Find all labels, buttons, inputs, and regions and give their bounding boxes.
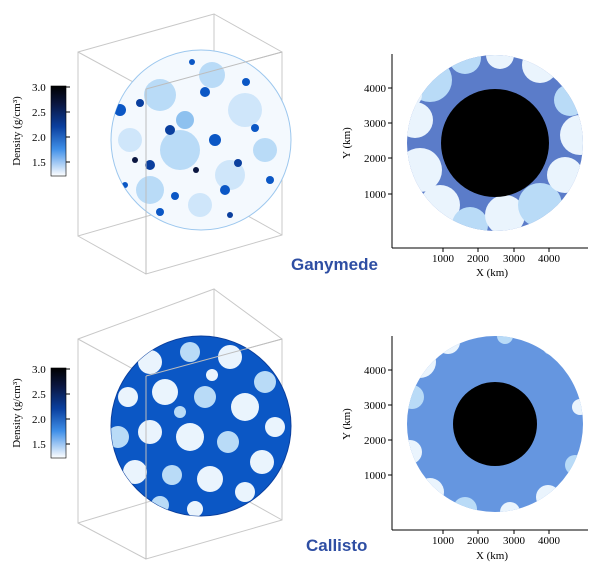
y-tick: 1000 [364,470,387,482]
ganymede-figure: 3.0 2.5 2.0 1.5 Density (g/cm³) [11,13,588,279]
colorbar-tick: 1.5 [32,157,46,169]
callisto-core [453,382,537,466]
callisto-colorbar: 3.0 2.5 2.0 1.5 Density (g/cm³) [11,364,70,459]
ganymede-panel: 3.0 2.5 2.0 1.5 Density (g/cm³) [11,13,588,279]
colorbar-tick: 3.0 [32,82,46,94]
ganymede-density-sphere [110,49,292,231]
callisto-3d-box-front [145,338,283,559]
colorbar-tick: 3.0 [32,364,46,376]
colorbar-tick: 2.0 [32,132,46,144]
colorbar-label: Density (g/cm³) [11,96,23,166]
y-tick: 3000 [364,400,387,412]
x-axis-label: X (km) [476,267,508,279]
x-tick: 4000 [538,253,561,265]
x-tick: 1000 [432,535,455,547]
x-tick: 4000 [538,535,561,547]
callisto-cross-section: 1000 2000 3000 4000 1000 2000 3000 4000 … [341,336,588,562]
y-tick: 2000 [364,153,387,165]
colorbar-tick: 2.5 [32,107,46,119]
ganymede-cross-section: 1000 2000 3000 4000 1000 2000 3000 4000 … [341,54,588,279]
y-tick: 4000 [364,83,387,95]
x-axis-label: X (km) [476,550,508,562]
ganymede-label: Ganymede [291,255,378,274]
y-tick: 3000 [364,118,387,130]
x-tick: 3000 [503,253,526,265]
callisto-figure: 3.0 2.5 2.0 1.5 Density (g/cm³) [11,288,588,562]
y-axis-label: Y (km) [341,408,353,440]
colorbar-tick: 2.5 [32,389,46,401]
x-tick: 3000 [503,535,526,547]
x-tick: 2000 [467,535,490,547]
ganymede-core [441,89,549,197]
callisto-label: Callisto [306,536,368,555]
x-tick: 2000 [467,253,490,265]
callisto-density-sphere [110,335,292,517]
y-tick: 2000 [364,435,387,447]
ganymede-colorbar: 3.0 2.5 2.0 1.5 Density (g/cm³) [11,82,70,177]
y-tick: 1000 [364,189,387,201]
colorbar-tick: 2.0 [32,414,46,426]
x-tick: 1000 [432,253,455,265]
colorbar-label: Density (g/cm³) [11,378,23,448]
y-tick: 4000 [364,365,387,377]
colorbar-tick: 1.5 [32,439,46,451]
callisto-panel: 3.0 2.5 2.0 1.5 Density (g/cm³) [0,287,610,574]
ganymede-3d-box-front [145,51,283,274]
y-axis-label: Y (km) [341,127,353,159]
